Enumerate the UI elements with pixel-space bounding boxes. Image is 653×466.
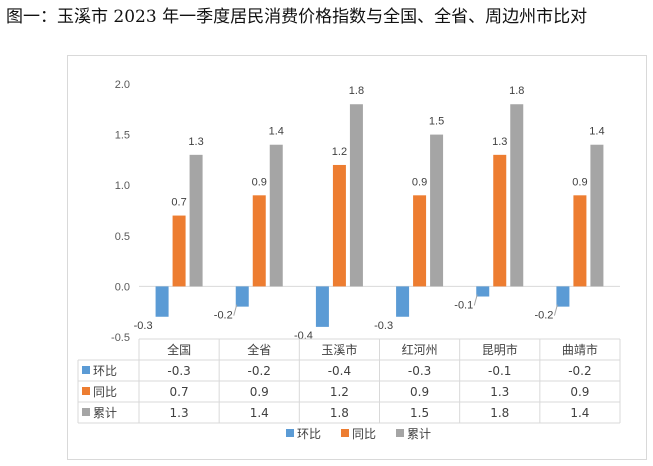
data-label: -0.1	[454, 300, 473, 312]
data-label: -0.3	[374, 320, 393, 332]
table-cell: 1.8	[490, 406, 509, 420]
legend-swatch	[341, 429, 349, 437]
y-tick-label: 0.0	[115, 281, 130, 293]
bar-累计	[510, 104, 524, 287]
data-label: -0.2	[534, 310, 553, 322]
bar-同比	[332, 164, 346, 287]
bar-环比	[556, 286, 570, 307]
table-category-label: 红河州	[402, 342, 438, 357]
bar-累计	[269, 144, 283, 287]
data-label: 0.9	[252, 176, 267, 188]
table-cell: -0.4	[328, 364, 351, 378]
data-label: 1.8	[509, 85, 524, 97]
bar-chart: -0.5 0.0 0.5 1.0 1.5 2.0 -0.3 -0.2 -0.4 -0.3 -0.1 -…	[77, 79, 621, 441]
data-label: 1.5	[429, 116, 444, 128]
table-cell: -0.2	[248, 364, 271, 378]
bar-累计	[349, 104, 363, 287]
bar-同比	[573, 195, 587, 287]
data-label: -0.3	[134, 320, 153, 332]
y-tick-label: 2.0	[115, 79, 130, 91]
table-cell: -0.2	[568, 364, 591, 378]
data-label: -0.4	[294, 330, 313, 342]
bar-环比	[476, 286, 490, 297]
bar-同比	[172, 215, 186, 287]
table-series-label: 累计	[93, 406, 117, 420]
table-category-label: 全省	[247, 342, 271, 357]
legend-entry: 环比	[297, 427, 321, 441]
table-cell: 1.3	[170, 406, 189, 420]
table-cell: 1.2	[330, 385, 349, 399]
data-label: 0.9	[572, 176, 587, 188]
bar-累计	[430, 134, 444, 287]
table-cell: 0.7	[170, 385, 189, 399]
table-legend-key	[82, 408, 90, 416]
table-cell: -0.3	[167, 364, 190, 378]
bar-环比	[396, 286, 410, 317]
table-category-label: 曲靖市	[562, 342, 598, 357]
table-series-label: 同比	[93, 385, 117, 399]
bar-环比	[315, 286, 329, 327]
table-category-label: 全国	[167, 342, 191, 357]
data-label: 1.4	[269, 126, 284, 138]
table-legend-key	[82, 387, 90, 395]
data-label: 0.7	[171, 197, 186, 209]
data-label: 1.2	[332, 146, 347, 158]
table-cell: 1.4	[250, 406, 269, 420]
page-title: 图一：玉溪市 2023 年一季度居民消费价格指数与全国、全省、周边州市比对	[6, 7, 588, 27]
data-label: 1.4	[589, 126, 604, 138]
table-cell: 1.8	[330, 406, 349, 420]
bar-环比	[155, 286, 169, 317]
table-cell: -0.3	[408, 364, 431, 378]
table-cell: 0.9	[410, 385, 429, 399]
data-label-leader	[473, 294, 478, 306]
data-label: 1.3	[188, 136, 203, 148]
data-label-leader	[233, 304, 238, 316]
table-category-label: 玉溪市	[321, 342, 357, 357]
bar-环比	[235, 286, 249, 307]
bar-累计	[189, 154, 203, 287]
bar-同比	[493, 154, 507, 287]
data-label: -0.2	[214, 310, 233, 322]
table-cell: 0.9	[570, 385, 589, 399]
data-label: 1.8	[349, 85, 364, 97]
y-tick-label: 1.0	[115, 180, 130, 192]
table-cell: 1.4	[570, 406, 589, 420]
bar-同比	[252, 195, 266, 287]
table-series-label: 环比	[93, 364, 117, 378]
legend-entry: 同比	[352, 427, 376, 441]
legend-swatch	[286, 429, 294, 437]
data-label-leader	[553, 304, 558, 316]
table-cell: 1.5	[410, 406, 429, 420]
y-tick-label: 0.5	[115, 231, 130, 243]
data-label: 1.3	[492, 136, 507, 148]
bar-累计	[590, 144, 604, 287]
y-tick-label: -0.5	[111, 332, 130, 344]
table-category-label: 昆明市	[482, 342, 518, 357]
data-label: 0.9	[412, 176, 427, 188]
table-cell: -0.1	[488, 364, 511, 378]
bar-同比	[413, 195, 427, 287]
legend-entry: 累计	[407, 427, 431, 441]
y-tick-label: 1.5	[115, 130, 130, 142]
table-cell: 1.3	[490, 385, 509, 399]
chart-frame: -0.5 0.0 0.5 1.0 1.5 2.0 -0.3 -0.2 -0.4 -0.3 -0.1 -…	[67, 55, 647, 460]
table-legend-key	[82, 366, 90, 374]
table-cell: 0.9	[250, 385, 269, 399]
legend-swatch	[396, 429, 404, 437]
